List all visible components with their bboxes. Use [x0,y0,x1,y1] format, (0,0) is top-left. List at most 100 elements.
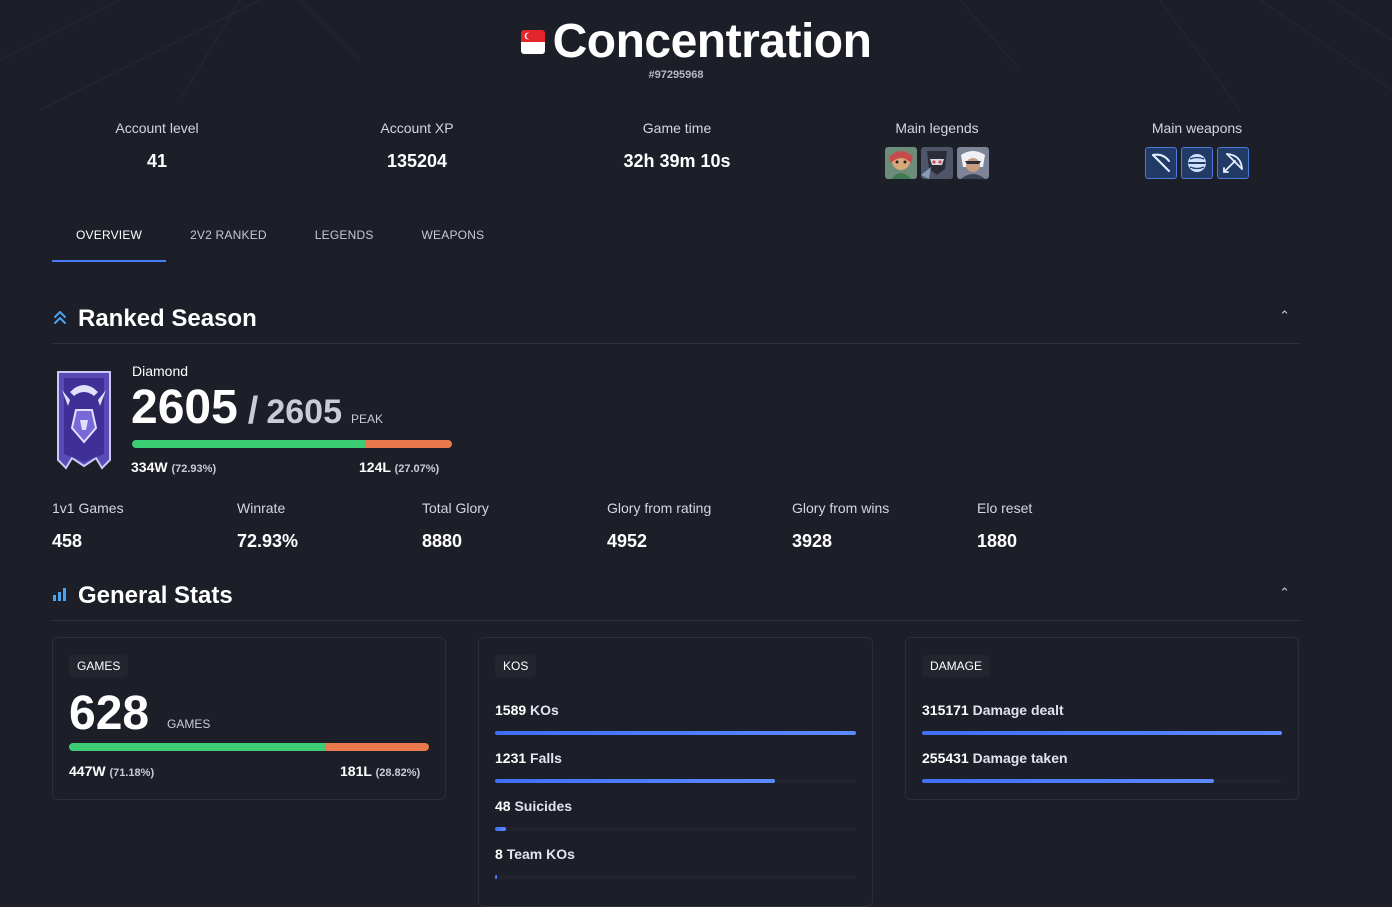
stat-label: Winrate [237,500,286,516]
ranked-win-segment [132,440,366,448]
tab-weapons[interactable]: WEAPONS [421,228,485,242]
account-level-value: 41 [146,151,168,171]
falls-bar-fill [495,779,775,783]
games-losses-pct: (28.82%) [375,767,421,779]
damage-taken-value: 255431 [922,750,969,766]
collapse-chevron-icon[interactable]: ⌃ [1279,308,1290,323]
orb-icon[interactable] [1181,147,1213,179]
ranked-season-header[interactable]: Ranked Season ⌃ [52,295,1300,344]
games-win-segment [69,743,326,751]
main-legends-label: Main legends [895,120,979,136]
bow-icon[interactable] [1217,147,1249,179]
ranked-stat-glory-wins: Glory from wins 3928 [792,500,977,552]
game-time-value: 32h 39m 10s [623,151,731,171]
suicides-value: 48 [495,798,511,814]
games-wins: 447W (71.18%) [69,763,154,779]
main-legends-stat: Main legends [807,120,1067,179]
legend-portrait-2[interactable] [921,147,953,179]
games-count-label: GAMES [167,717,211,731]
ranked-stat-glory-rating: Glory from rating 4952 [607,500,792,552]
games-losses-count: 181L [340,763,372,779]
team-kos-row: 8 Team KOs [495,846,575,862]
ranked-stat-1v1-games: 1v1 Games 458 [52,500,237,552]
ranked-season-title: Ranked Season [78,305,257,332]
kos-row: 1589 KOs [495,702,559,718]
scythe-icon[interactable] [1145,147,1177,179]
account-level-stat: Account level 41 [27,120,287,179]
stat-label: Glory from rating [607,500,712,516]
damage-card-tag: DAMAGE [922,655,991,677]
bar-chart-icon [52,586,68,607]
ranked-losses-pct: (27.07%) [394,463,440,475]
profile-tabs: OVERVIEW 2V2 RANKED LEGENDS WEAPONS [52,220,508,262]
stat-label: Total Glory [422,500,489,516]
damage-card: DAMAGE 315171 Damage dealt 255431 Damage… [905,637,1299,800]
damage-dealt-row: 315171 Damage dealt [922,702,1064,718]
ranked-losses-count: 124L [359,459,391,475]
games-winloss-bar [69,743,429,751]
account-xp-stat: Account XP 135204 [287,120,547,179]
ranked-stats-row: 1v1 Games 458 Winrate 72.93% Total Glory… [52,500,1162,552]
peak-label: PEAK [350,412,383,426]
stat-value: 458 [52,531,83,551]
team-kos-value: 8 [495,846,503,862]
current-rating: 2605 [131,381,238,434]
legend-portrait-3[interactable] [957,147,989,179]
tab-overview[interactable]: OVERVIEW [52,220,167,262]
tab-legends[interactable]: LEGENDS [314,228,374,242]
falls-label: Falls [530,750,562,766]
suicides-label: Suicides [514,798,573,814]
general-stats-title: General Stats [78,582,233,609]
main-weapons-stat: Main weapons [1067,120,1327,179]
games-wins-count: 447W [69,763,106,779]
damage-dealt-value: 315171 [922,702,969,718]
peak-rating: 2605 [266,393,342,431]
team-kos-bar [495,875,856,879]
team-kos-bar-fill [495,875,498,879]
kos-bar-fill [495,731,856,735]
singapore-flag-icon [520,29,545,54]
kos-bar [495,731,856,735]
games-losses: 181L (28.82%) [340,763,420,779]
ranked-loss-segment [365,440,452,448]
account-xp-label: Account XP [380,120,454,136]
stat-label: 1v1 Games [52,500,124,516]
damage-taken-bar-fill [922,779,1214,783]
rank-tier: Diamond [132,363,189,379]
suicides-row: 48 Suicides [495,798,572,814]
games-count: 628 [69,687,150,740]
legend-portrait-1[interactable] [885,147,917,179]
game-time-label: Game time [642,120,712,136]
game-time-stat: Game time 32h 39m 10s [547,120,807,179]
damage-taken-label: Damage taken [972,750,1068,766]
kos-card: KOS 1589 KOs 1231 Falls 48 Suicides 8 Te… [478,637,873,907]
stat-value: 72.93% [237,531,299,551]
games-wins-pct: (71.18%) [109,767,155,779]
player-name: Concentration [552,15,872,68]
games-card-tag: GAMES [69,655,129,677]
main-weapons-label: Main weapons [1151,120,1243,136]
damage-dealt-bar [922,731,1282,735]
account-summary: Account level 41 Account XP 135204 Game … [27,120,1327,179]
stat-value: 1880 [977,531,1018,551]
suicides-bar [495,827,856,831]
damage-dealt-bar-fill [922,731,1282,735]
kos-label: KOs [530,702,559,718]
player-id: #97295968 [648,69,704,81]
falls-value: 1231 [495,750,527,766]
ranked-winloss-bar [132,440,452,448]
ranked-stat-total-glory: Total Glory 8880 [422,500,607,552]
collapse-chevron-icon[interactable]: ⌃ [1279,585,1290,600]
tab-2v2-ranked[interactable]: 2V2 RANKED [190,228,267,242]
falls-row: 1231 Falls [495,750,562,766]
ranked-losses: 124L (27.07%) [359,459,439,475]
stat-value: 8880 [422,531,463,551]
account-xp-value: 135204 [386,151,448,171]
ranked-wins: 334W (72.93%) [131,459,216,475]
double-chevron-up-icon [52,309,68,330]
games-loss-segment [325,743,429,751]
general-stats-header[interactable]: General Stats ⌃ [52,572,1300,621]
kos-value: 1589 [495,702,527,718]
stat-label: Elo reset [977,500,1033,516]
damage-taken-bar [922,779,1282,783]
